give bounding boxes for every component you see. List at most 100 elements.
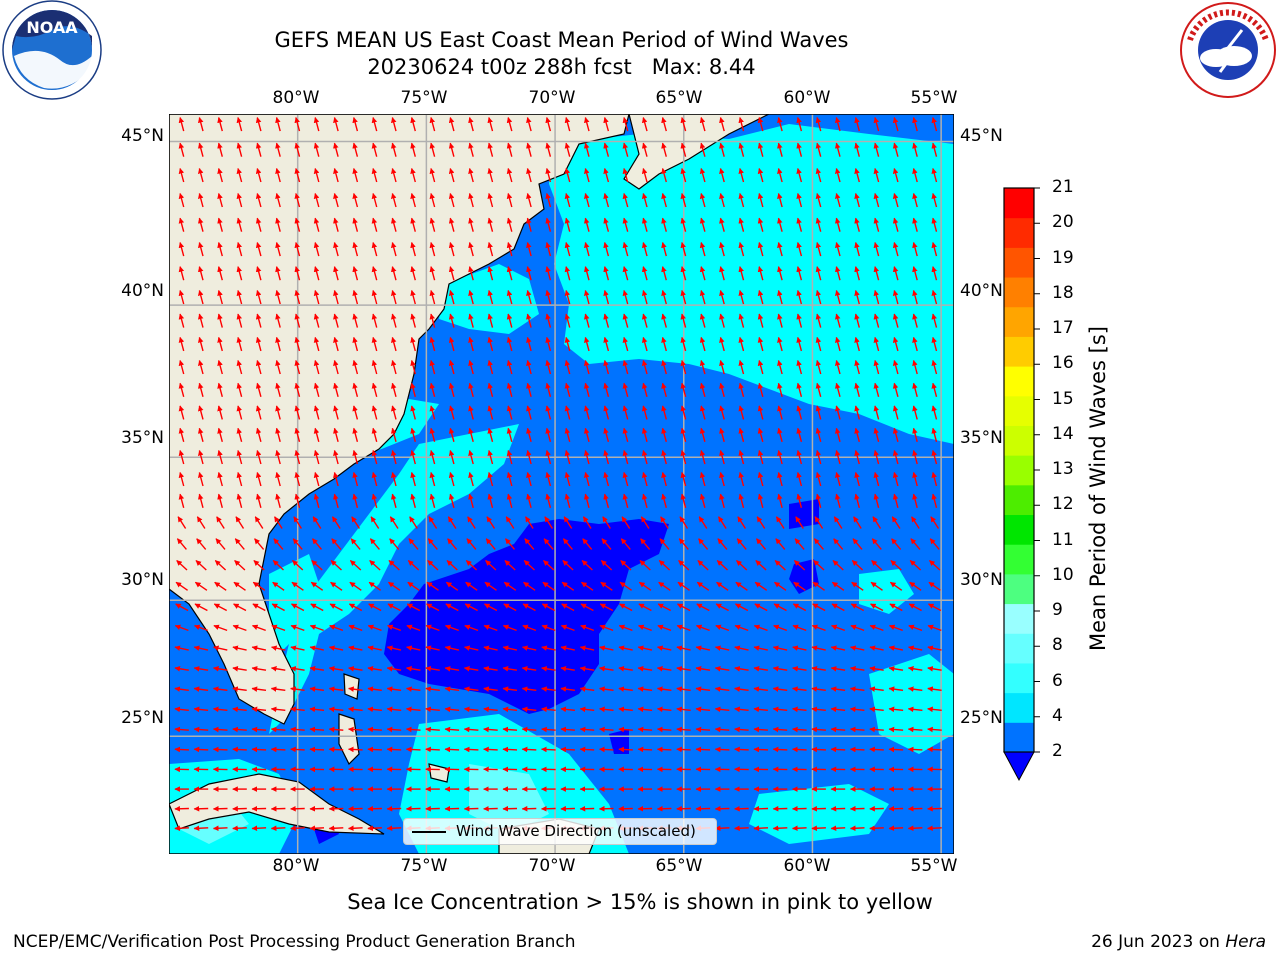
wave-arrow (483, 666, 498, 672)
wave-arrow (294, 142, 301, 157)
wave-arrow (213, 624, 228, 632)
wave-arrow (796, 266, 803, 281)
wave-arrow (290, 666, 305, 672)
wave-arrow (888, 746, 904, 753)
wave-arrow (676, 666, 691, 672)
wave-arrow (255, 336, 262, 352)
wave-arrow (620, 559, 632, 571)
wave-arrow (464, 624, 479, 632)
wave-arrow (468, 382, 474, 397)
wave-arrow (526, 313, 532, 328)
wave-arrow (255, 359, 262, 375)
wave-arrow (777, 242, 783, 257)
wave-arrow (178, 427, 185, 442)
wave-arrow (777, 142, 783, 157)
wave-arrow (351, 516, 360, 529)
wave-arrow (833, 516, 843, 529)
wave-arrow (352, 217, 359, 232)
wave-arrow (390, 167, 397, 183)
wave-arrow (386, 825, 402, 832)
wave-arrow (448, 449, 455, 465)
wave-arrow (465, 559, 478, 571)
wave-arrow (891, 538, 902, 550)
wave-arrow (444, 645, 460, 651)
wave-arrow (541, 746, 556, 753)
wave-arrow (371, 359, 378, 375)
lat-label-right: 35°N (960, 428, 1003, 448)
wave-arrow (236, 427, 243, 442)
colorbar-segment (1004, 366, 1034, 397)
colorbar-tick-label: 12 (1052, 494, 1074, 515)
wave-arrow (912, 117, 918, 132)
colorbar-segment (1004, 722, 1034, 753)
wave-arrow (873, 427, 880, 442)
wave-arrow (545, 493, 552, 508)
wave-arrow (313, 192, 320, 208)
wave-arrow (294, 313, 301, 328)
colorbar-tick-label: 11 (1052, 529, 1074, 550)
wave-arrow (869, 645, 884, 651)
wave-arrow (796, 336, 803, 352)
wave-arrow (448, 471, 455, 487)
wave-arrow (352, 167, 359, 183)
wave-arrow (429, 217, 436, 232)
wave-arrow (854, 405, 860, 420)
wave-arrow (773, 624, 788, 632)
colorbar-segment (1004, 336, 1034, 367)
wave-arrow (564, 289, 571, 305)
wave-arrow (854, 313, 860, 328)
wave-arrow (313, 217, 320, 232)
wave-arrow (272, 559, 284, 571)
wave-arrow (892, 266, 899, 281)
wave-arrow (928, 581, 941, 591)
wave-arrow (680, 449, 687, 465)
wave-arrow (850, 624, 865, 632)
wave-arrow (661, 217, 667, 232)
wave-arrow (502, 746, 518, 753)
wave-arrow (290, 746, 305, 753)
wave-arrow (753, 825, 769, 832)
wave-arrow (757, 313, 764, 328)
wave-arrow (599, 666, 614, 672)
wave-arrow (294, 217, 301, 232)
wave-arrow (174, 666, 189, 672)
wave-arrow (661, 313, 667, 328)
wave-arrow (545, 192, 552, 208)
wave-arrow (811, 746, 826, 753)
wave-arrow (680, 289, 687, 305)
wave-arrow (197, 493, 204, 508)
wave-arrow (468, 336, 474, 352)
wave-arrow (680, 167, 687, 183)
wave-arrow (526, 192, 532, 208)
wave-arrow (698, 538, 709, 550)
wave-arrow (483, 746, 498, 753)
wave-arrow (328, 666, 344, 672)
wave-arrow (661, 117, 667, 132)
wave-arrow (892, 167, 899, 183)
wave-arrow (775, 516, 785, 529)
wave-arrow (468, 142, 474, 157)
wave-arrow (873, 336, 880, 352)
wave-arrow (386, 645, 402, 651)
wave-arrow (309, 645, 324, 651)
wave-arrow (620, 538, 631, 550)
wave-arrow (232, 645, 247, 651)
wave-arrow (892, 427, 899, 442)
wave-arrow (661, 142, 667, 157)
wave-arrow (448, 289, 455, 305)
wave-arrow (641, 336, 648, 352)
wave-arrow (236, 336, 243, 352)
wave-arrow (390, 217, 397, 232)
wave-arrow (217, 117, 223, 132)
wave-arrow (619, 581, 632, 591)
wave-arrow (927, 825, 942, 832)
wave-arrow (367, 645, 382, 651)
wave-arrow (197, 471, 204, 487)
lat-label-left: 30°N (121, 570, 164, 590)
wave-arrow (407, 559, 420, 571)
wave-arrow (892, 336, 899, 352)
wave-arrow (815, 427, 822, 442)
wave-arrow (175, 581, 188, 591)
wave-arrow (487, 382, 494, 397)
wave-arrow (487, 427, 494, 442)
